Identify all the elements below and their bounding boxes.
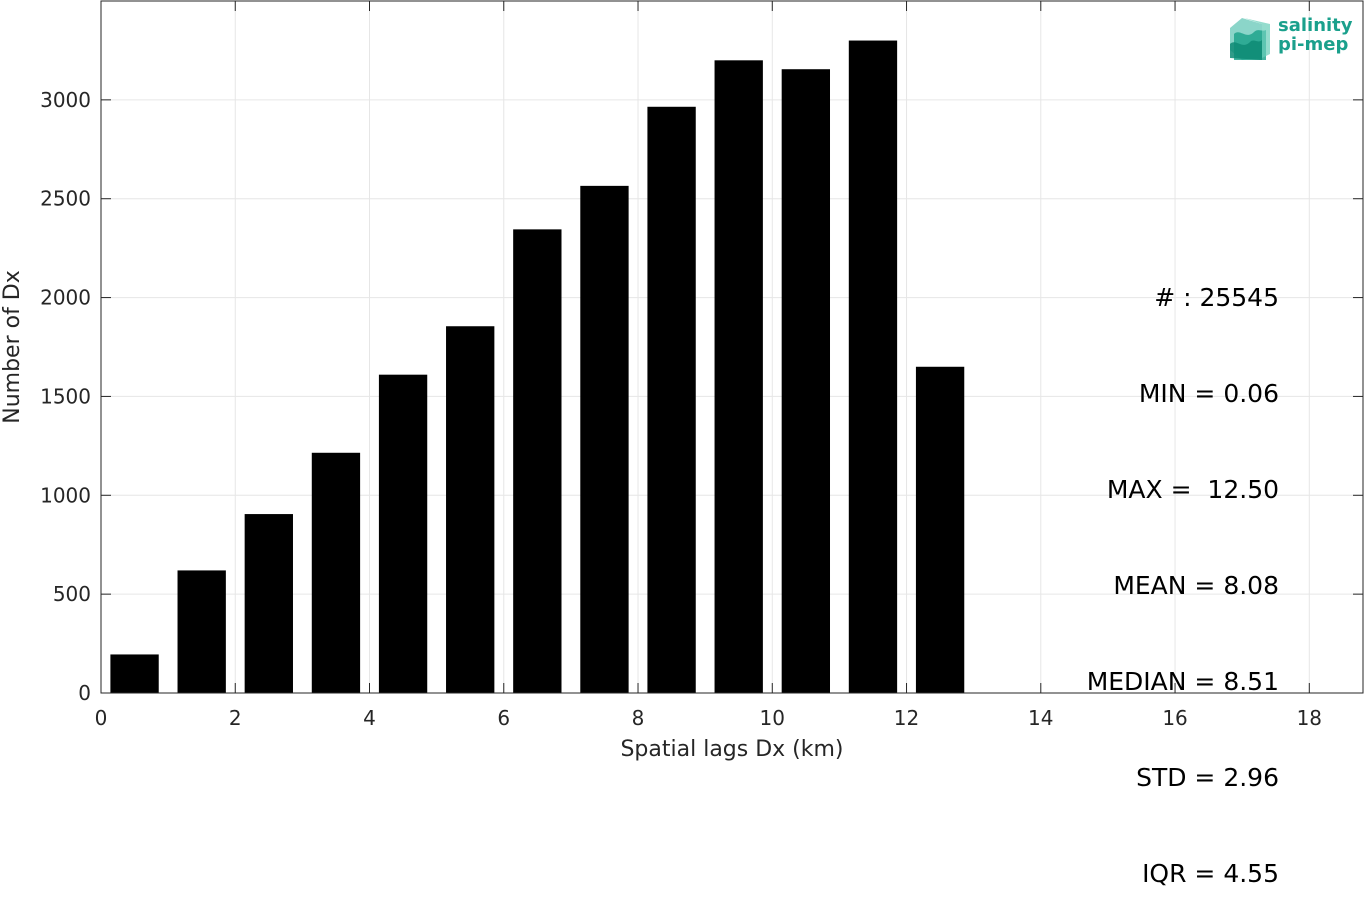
histogram-bars	[110, 40, 965, 694]
y-tick-label: 3000	[40, 88, 91, 112]
x-tick-label: 8	[632, 706, 645, 730]
histogram-bar	[781, 69, 831, 693]
x-tick-label: 12	[894, 706, 919, 730]
y-tick-label: 0	[78, 681, 91, 705]
histogram-bar	[848, 40, 898, 694]
x-tick-label: 2	[229, 706, 242, 730]
stat-count: # : 25545	[1154, 283, 1279, 312]
y-axis-title: Number of Dx	[0, 270, 25, 424]
histogram-bar	[177, 570, 226, 693]
y-tick-label: 2500	[40, 187, 91, 211]
y-tick-label: 500	[53, 582, 91, 606]
x-tick-label: 10	[760, 706, 785, 730]
histogram-chart: 0 2 4 6 8 10 12 14 16 18 0 500 1000 1500 2000 2500 3000…	[0, 0, 1364, 762]
stat-mean: MEAN = 8.08	[1113, 571, 1279, 600]
histogram-bar	[647, 106, 696, 693]
y-tick-label: 1500	[40, 384, 91, 408]
y-tick-label: 2000	[40, 286, 91, 310]
histogram-bar	[513, 229, 562, 694]
histogram-bar	[915, 366, 965, 693]
logo-line-2: pi-mep	[1278, 34, 1349, 55]
wave-logo-icon	[1230, 18, 1270, 60]
y-tick-labels: 0 500 1000 1500 2000 2500 3000	[40, 88, 91, 705]
x-tick-label: 16	[1162, 706, 1187, 730]
x-tick-label: 18	[1297, 706, 1322, 730]
plot-frame	[100, 0, 1364, 694]
statistics-box: # : 25545 MIN = 0.06 MAX = 12.50 MEAN = …	[1087, 218, 1279, 922]
x-tick-label: 0	[95, 706, 108, 730]
histogram-bar	[446, 326, 495, 693]
histogram-bar	[110, 654, 159, 693]
salinity-pimep-logo: salinity pi-mep	[1226, 14, 1358, 64]
histogram-bar	[378, 374, 428, 693]
stat-iqr: IQR = 4.55	[1142, 859, 1279, 888]
x-tick-label: 14	[1028, 706, 1053, 730]
histogram-bar	[311, 452, 361, 693]
histogram-bar	[714, 60, 763, 694]
x-tick-labels: 0 2 4 6 8 10 12 14 16 18	[95, 706, 1322, 730]
stat-max: MAX = 12.50	[1106, 475, 1279, 504]
histogram-bar	[244, 514, 293, 693]
x-axis-title: Spatial lags Dx (km)	[620, 737, 843, 762]
stat-std: STD = 2.96	[1136, 763, 1279, 792]
axes	[100, 0, 1364, 694]
histogram-bar	[580, 185, 629, 693]
x-tick-label: 6	[497, 706, 510, 730]
stat-min: MIN = 0.06	[1138, 379, 1279, 408]
y-tick-label: 1000	[40, 483, 91, 507]
logo-line-1: salinity	[1278, 15, 1353, 36]
stat-median: MEDIAN = 8.51	[1086, 667, 1279, 696]
x-tick-label: 4	[363, 706, 376, 730]
